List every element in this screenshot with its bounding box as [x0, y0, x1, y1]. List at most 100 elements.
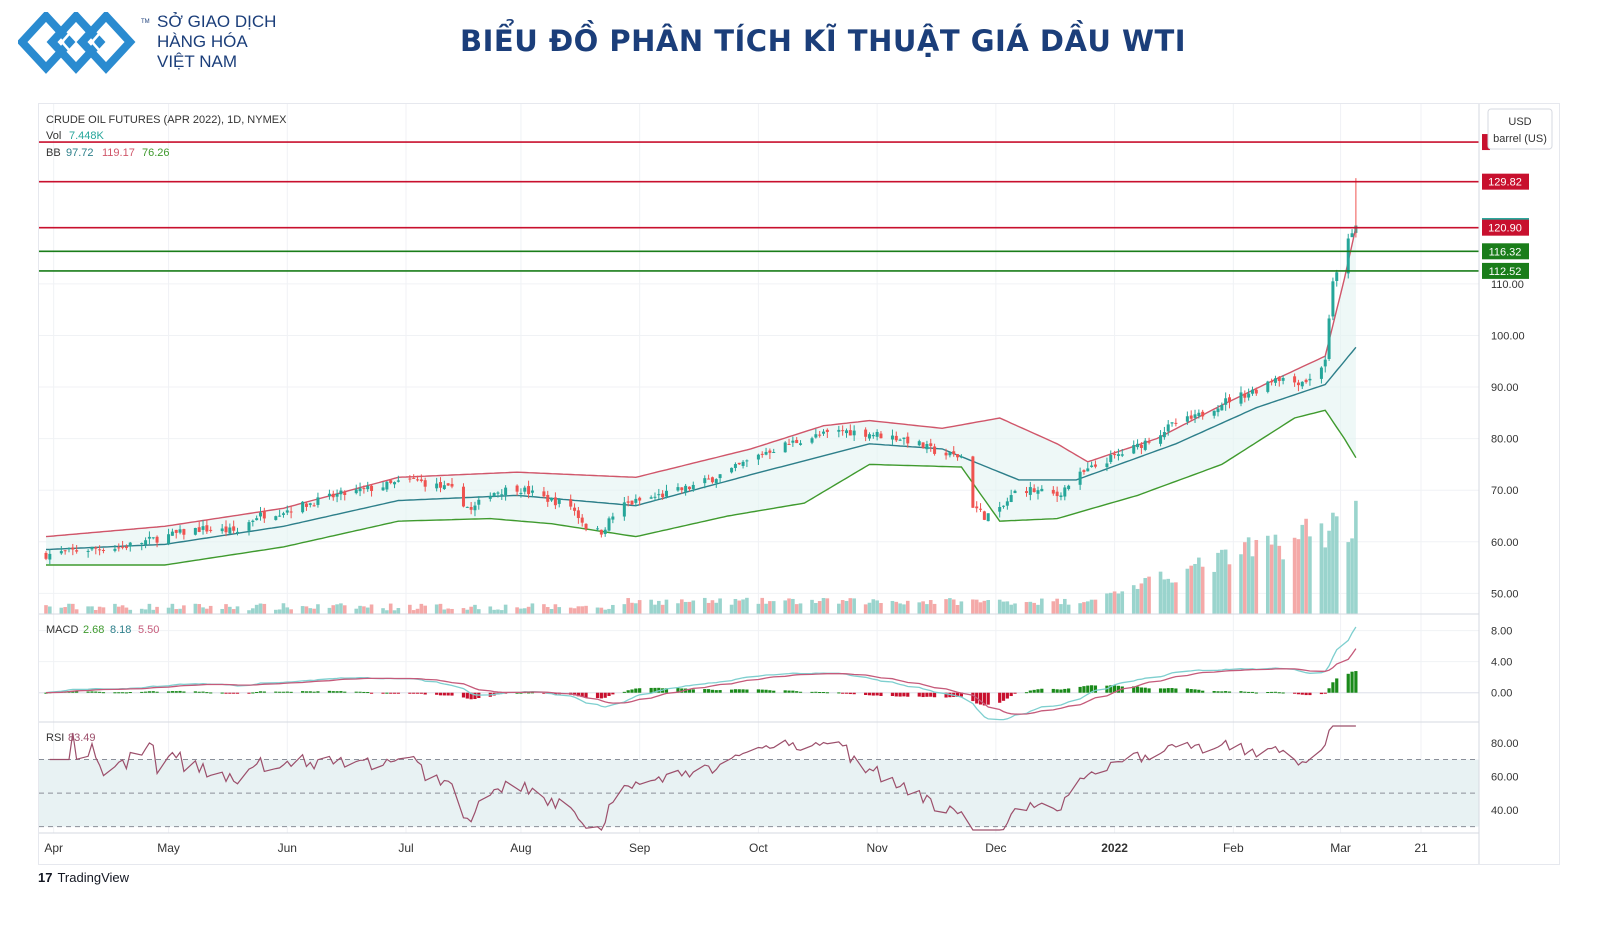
macd-hist-bar	[316, 691, 320, 693]
macd-hist-bar	[1143, 687, 1147, 693]
macd-hist-bar	[1270, 691, 1274, 693]
volume-bar	[174, 609, 179, 614]
candle-body	[71, 547, 75, 550]
macd-hist-bar	[381, 692, 385, 694]
macd-pane	[39, 626, 1479, 721]
provider-label: TradingView	[57, 870, 130, 885]
volume-bar	[116, 606, 121, 614]
volume-bar	[553, 604, 558, 614]
macd-hist-bar	[442, 692, 446, 696]
candle-body	[316, 497, 320, 505]
rsi-label: RSI	[46, 732, 64, 744]
bb-basis-value: 97.72	[66, 147, 94, 159]
volume-bar	[281, 603, 286, 614]
volume-bar	[925, 604, 929, 614]
candle-body	[1247, 393, 1251, 398]
macd-hist-bar	[603, 692, 607, 698]
bb-lower-line	[46, 409, 1357, 566]
candle-body	[906, 436, 910, 444]
volume-bar	[794, 604, 799, 614]
macd-hist-bar	[147, 691, 152, 693]
volume-bar	[385, 610, 389, 614]
macd-hist-bar	[825, 692, 829, 694]
volume-bar	[1013, 603, 1017, 614]
candle-body	[416, 479, 420, 481]
volume-bar	[660, 604, 665, 614]
candle-body	[902, 437, 906, 439]
volume-bar	[840, 600, 845, 614]
candle-body	[864, 429, 868, 437]
macd-hist-bar	[844, 692, 849, 694]
volume-bar	[714, 602, 719, 614]
volume-bar	[580, 606, 585, 614]
volume-bar	[1200, 566, 1205, 614]
volume-bar	[921, 601, 925, 614]
candle-body	[1139, 444, 1143, 449]
volume-bar	[1143, 577, 1148, 614]
unit-label: barrel (US)	[1493, 133, 1547, 145]
time-label: Oct	[749, 841, 768, 855]
brand-name: TM SỞ GIAO DỊCH HÀNG HÓA VIỆT NAM	[141, 12, 276, 72]
macd-hist-bar	[925, 692, 929, 697]
volume-bar	[1028, 601, 1033, 614]
volume-bar	[687, 601, 692, 614]
macd-hist-bar	[703, 689, 707, 693]
volume-bar	[871, 599, 876, 614]
candle-body	[948, 452, 952, 456]
volume-bar	[208, 605, 213, 614]
macd-hist-bar	[879, 692, 883, 696]
volume-bar	[358, 605, 362, 614]
macd-hist-bar	[710, 689, 715, 693]
candle-body	[553, 497, 557, 506]
candle-body	[764, 451, 768, 455]
candle-body	[687, 486, 691, 490]
macd-hist-bar	[1024, 692, 1029, 694]
candle-body	[301, 501, 305, 513]
macd-hist-bar	[814, 691, 818, 693]
candle-body	[1266, 381, 1270, 392]
price-tag	[1482, 243, 1529, 260]
bb-basis-line	[45, 346, 1357, 551]
macd-hist-bar	[1028, 690, 1032, 693]
volume-bar	[1265, 535, 1270, 614]
volume-bar	[951, 599, 956, 614]
macd-hist-bar	[113, 692, 117, 694]
candle-body	[144, 540, 148, 545]
candle-body	[756, 454, 760, 460]
volume-bar	[810, 599, 814, 614]
macd-hist-bar	[1189, 689, 1193, 693]
currency-unit-box[interactable]: USD barrel (US)	[1487, 108, 1553, 150]
macd-hist-bar	[1055, 689, 1059, 693]
candle-body	[140, 543, 144, 545]
volume-bar	[584, 605, 588, 614]
volume-bar	[1197, 557, 1201, 614]
volume-bar	[235, 606, 240, 614]
time-label: Apr	[44, 841, 63, 855]
macd-hist-bar	[1135, 686, 1140, 693]
candle-body	[676, 487, 680, 491]
volume-bar	[44, 605, 48, 614]
macd-hist-bar	[1319, 692, 1324, 695]
candle-body	[844, 430, 848, 434]
bb-label: BB	[46, 147, 61, 159]
candle-body	[684, 485, 688, 492]
candle-body	[852, 430, 856, 436]
volume-bar	[101, 607, 106, 614]
volume-bar	[499, 610, 504, 614]
macd-hist-bar	[638, 688, 642, 693]
volume-bar	[59, 607, 64, 614]
candle-body	[389, 480, 393, 483]
volume-bar	[247, 610, 251, 614]
candle-body	[737, 462, 741, 465]
candle-body	[944, 452, 948, 456]
candle-body	[1350, 233, 1354, 238]
candle-body	[1220, 404, 1224, 411]
macd-hist-bar	[584, 692, 588, 698]
macd-hist-bar	[1132, 686, 1136, 693]
macd-hist-bar	[791, 690, 795, 693]
volume-bar	[461, 608, 466, 614]
volume-bar	[576, 606, 581, 614]
macd-hist-bar	[1109, 685, 1113, 693]
